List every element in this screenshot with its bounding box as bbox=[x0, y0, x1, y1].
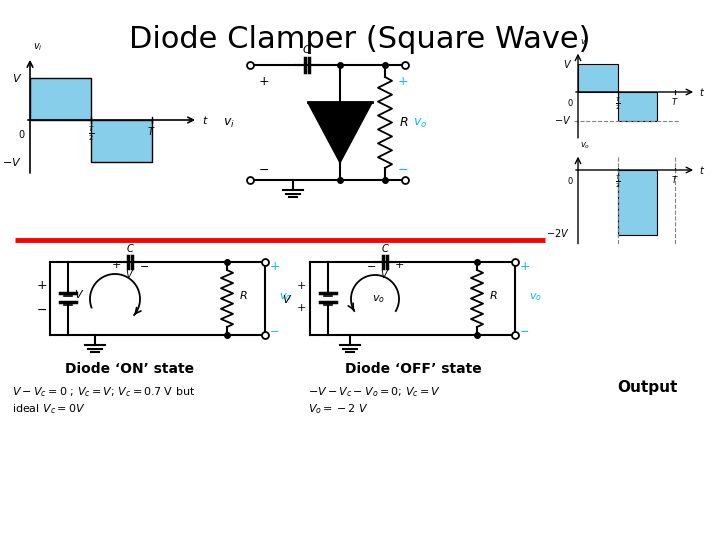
Text: $V$: $V$ bbox=[380, 268, 390, 280]
Text: $+$: $+$ bbox=[296, 280, 306, 291]
Text: Diode ‘OFF’ state: Diode ‘OFF’ state bbox=[345, 362, 482, 376]
Text: $\frac{T}{2}$: $\frac{T}{2}$ bbox=[615, 174, 621, 191]
Text: $0$: $0$ bbox=[567, 97, 574, 108]
Text: $+$: $+$ bbox=[36, 279, 48, 292]
Text: $+$: $+$ bbox=[519, 260, 530, 273]
Text: $0$: $0$ bbox=[567, 175, 574, 186]
Text: $V$: $V$ bbox=[563, 57, 572, 70]
Text: $-$: $-$ bbox=[366, 260, 376, 270]
Text: $C$: $C$ bbox=[381, 242, 390, 254]
Text: $V$: $V$ bbox=[125, 268, 135, 280]
Text: Diode ‘ON’ state: Diode ‘ON’ state bbox=[66, 362, 194, 376]
Text: $-$: $-$ bbox=[519, 325, 529, 335]
Text: $\frac{T}{2}$: $\frac{T}{2}$ bbox=[88, 125, 94, 143]
Text: Output: Output bbox=[617, 380, 678, 395]
Text: $-$: $-$ bbox=[36, 303, 47, 316]
Text: $V - V_c = 0$ ; $V_c = V$; $V_c = 0.7$ V but: $V - V_c = 0$ ; $V_c = V$; $V_c = 0.7$ V… bbox=[12, 385, 195, 399]
Text: $-$: $-$ bbox=[258, 163, 269, 176]
Text: $v_o$: $v_o$ bbox=[580, 140, 590, 151]
Text: $v_o$: $v_o$ bbox=[413, 117, 428, 130]
Text: $-V$: $-V$ bbox=[554, 114, 571, 126]
Text: $v_o$: $v_o$ bbox=[529, 291, 542, 303]
Text: $t$: $t$ bbox=[699, 86, 705, 98]
Text: $V$: $V$ bbox=[282, 293, 292, 305]
Bar bbox=[618, 170, 657, 235]
Text: $-$: $-$ bbox=[269, 325, 279, 335]
Text: $-V - V_c - V_o = 0$; $V_c = V$: $-V - V_c - V_o = 0$; $V_c = V$ bbox=[308, 385, 441, 399]
Text: $+$: $+$ bbox=[397, 75, 408, 88]
Text: $v_i$: $v_i$ bbox=[223, 117, 235, 130]
Text: $+$: $+$ bbox=[258, 75, 269, 88]
Text: $t$: $t$ bbox=[699, 164, 705, 176]
Text: $v_i$: $v_i$ bbox=[33, 41, 42, 53]
Bar bbox=[618, 92, 657, 120]
Text: $C$: $C$ bbox=[125, 242, 135, 254]
Text: $t$: $t$ bbox=[202, 114, 209, 126]
Text: $+$: $+$ bbox=[394, 259, 404, 270]
Text: $-V$: $-V$ bbox=[2, 156, 22, 168]
Text: $T$: $T$ bbox=[671, 174, 679, 185]
Text: $-$: $-$ bbox=[139, 260, 149, 270]
Text: $-2V$: $-2V$ bbox=[546, 227, 570, 239]
Text: $R$: $R$ bbox=[239, 289, 248, 301]
Text: $+$: $+$ bbox=[269, 260, 280, 273]
Bar bbox=[578, 64, 618, 92]
Text: Diode Clamper (Square Wave): Diode Clamper (Square Wave) bbox=[130, 25, 590, 54]
Text: $V$: $V$ bbox=[12, 72, 22, 84]
Text: $-$: $-$ bbox=[397, 163, 408, 176]
Text: $0$: $0$ bbox=[19, 128, 26, 140]
Text: $T$: $T$ bbox=[671, 96, 679, 107]
Text: $v_i$: $v_i$ bbox=[580, 37, 588, 48]
Text: $v_o$: $v_o$ bbox=[372, 293, 384, 305]
Text: $R$: $R$ bbox=[489, 289, 498, 301]
Text: $v_o$: $v_o$ bbox=[279, 291, 292, 303]
Text: $T$: $T$ bbox=[148, 125, 156, 137]
Bar bbox=[91, 120, 152, 163]
Text: ideal $V_c = 0V$: ideal $V_c = 0V$ bbox=[12, 402, 86, 416]
Text: $R$: $R$ bbox=[399, 117, 408, 130]
Bar bbox=[30, 78, 91, 120]
Text: $+$: $+$ bbox=[296, 302, 306, 313]
Text: $+$: $+$ bbox=[111, 259, 121, 270]
Text: $\frac{T}{2}$: $\frac{T}{2}$ bbox=[615, 96, 621, 112]
Polygon shape bbox=[308, 103, 372, 163]
Text: $C$: $C$ bbox=[302, 43, 312, 55]
Text: $V_o = -2\ V$: $V_o = -2\ V$ bbox=[308, 402, 369, 416]
Text: $V$: $V$ bbox=[74, 288, 84, 300]
